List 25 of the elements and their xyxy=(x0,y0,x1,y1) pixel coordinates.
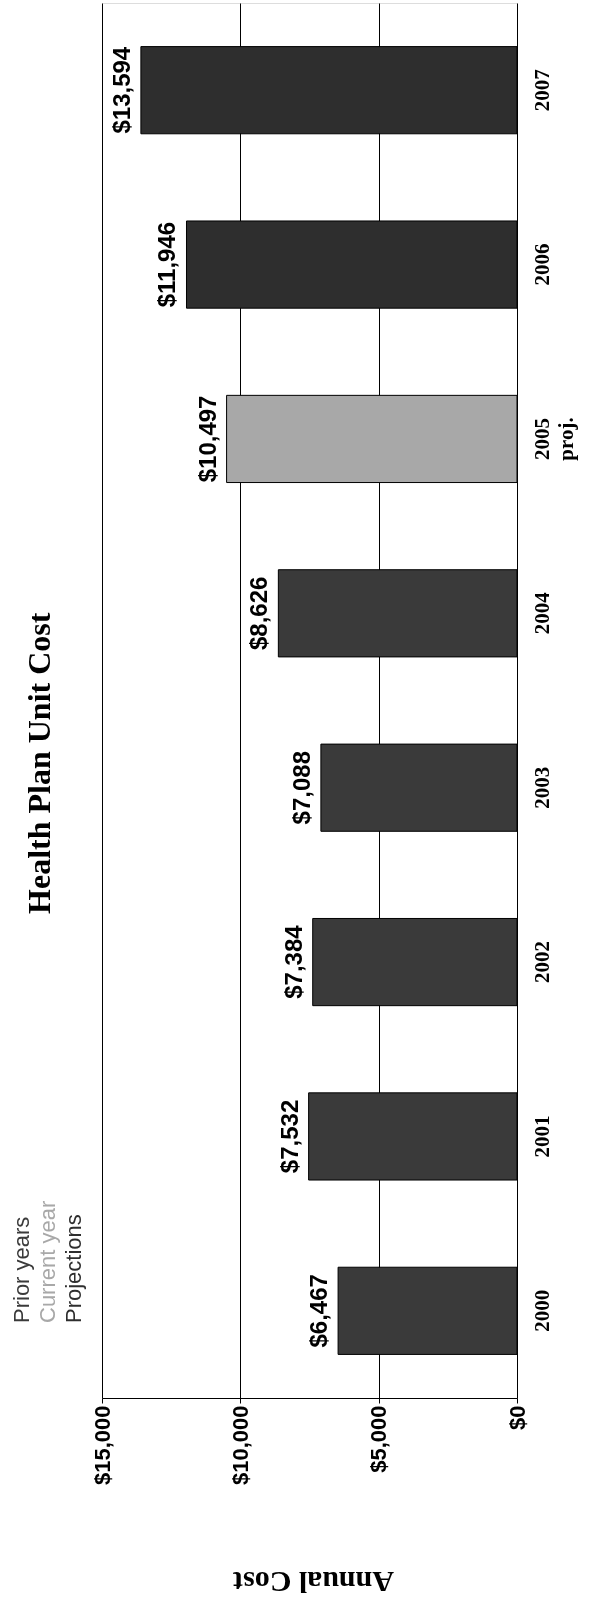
data-label: $7,532 xyxy=(275,1099,303,1174)
y-tick-label: 2005 proj. xyxy=(529,417,578,461)
text: Prior years xyxy=(9,1216,34,1323)
text: Projections xyxy=(61,1214,86,1323)
y-tick-label: 2000 xyxy=(529,1289,554,1332)
y-tick-label: 2006 xyxy=(529,243,554,286)
y-tick-label: 2002 xyxy=(529,941,554,984)
y-tick-label: 2007 xyxy=(529,69,554,112)
x-tick-label: $0 xyxy=(504,1405,530,1430)
data-label: $10,497 xyxy=(193,395,221,483)
y-tick-label: 2001 xyxy=(529,1115,554,1158)
y-tick-label: 2004 xyxy=(529,591,554,635)
data-label: $8,626 xyxy=(245,576,273,651)
x-axis-title: Annual Cost xyxy=(233,1565,394,1599)
data-label: $13,594 xyxy=(107,46,135,134)
data-label: $7,088 xyxy=(287,750,315,825)
text: Health Plan Unit Cost xyxy=(21,612,57,914)
text: Current year xyxy=(35,1200,60,1323)
data-label: $7,384 xyxy=(279,924,307,999)
x-tick-label: $15,000 xyxy=(89,1405,115,1486)
x-tick-label: $10,000 xyxy=(227,1405,253,1486)
x-tick-label: $5,000 xyxy=(366,1405,392,1473)
data-label: $11,946 xyxy=(153,221,181,308)
y-tick-label: 2003 xyxy=(529,766,554,809)
data-label: $6,467 xyxy=(305,1274,333,1348)
